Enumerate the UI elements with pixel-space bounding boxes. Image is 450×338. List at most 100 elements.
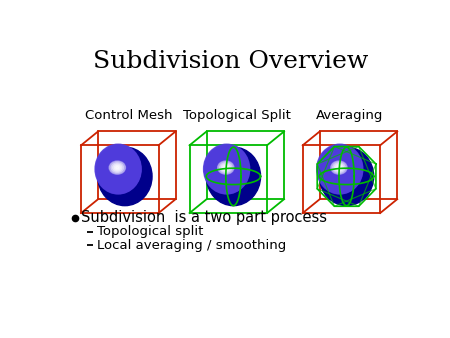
Ellipse shape [111, 162, 124, 173]
Ellipse shape [341, 170, 350, 180]
Ellipse shape [328, 156, 357, 187]
Ellipse shape [108, 158, 134, 187]
Text: Control Mesh: Control Mesh [85, 109, 172, 122]
Ellipse shape [114, 165, 121, 170]
Ellipse shape [117, 168, 130, 181]
Ellipse shape [204, 145, 249, 194]
Ellipse shape [224, 166, 227, 169]
Ellipse shape [229, 172, 236, 179]
Ellipse shape [327, 155, 357, 188]
Ellipse shape [215, 156, 243, 187]
Ellipse shape [226, 168, 238, 181]
Ellipse shape [337, 166, 352, 182]
Ellipse shape [121, 172, 127, 178]
Ellipse shape [212, 154, 245, 189]
Ellipse shape [331, 161, 347, 174]
Ellipse shape [111, 161, 133, 185]
Text: Subdivision  is a two part process: Subdivision is a two part process [81, 210, 327, 225]
Ellipse shape [228, 171, 236, 179]
Ellipse shape [97, 147, 140, 193]
Ellipse shape [336, 165, 342, 170]
Ellipse shape [343, 172, 349, 178]
Ellipse shape [104, 154, 136, 189]
Ellipse shape [108, 159, 134, 186]
Ellipse shape [332, 160, 355, 185]
Ellipse shape [203, 144, 250, 194]
Ellipse shape [120, 171, 128, 179]
Ellipse shape [222, 164, 239, 183]
Ellipse shape [105, 155, 136, 188]
Ellipse shape [205, 146, 249, 193]
Ellipse shape [95, 144, 141, 194]
Ellipse shape [98, 147, 140, 192]
Ellipse shape [99, 148, 139, 192]
Ellipse shape [330, 159, 356, 186]
Ellipse shape [340, 169, 350, 180]
Ellipse shape [338, 167, 351, 182]
Ellipse shape [102, 151, 138, 190]
Ellipse shape [338, 168, 351, 181]
Ellipse shape [335, 164, 353, 184]
Ellipse shape [333, 162, 354, 184]
Ellipse shape [326, 155, 358, 188]
Ellipse shape [110, 160, 133, 185]
Ellipse shape [232, 175, 234, 177]
Ellipse shape [318, 146, 362, 193]
Text: Averaging: Averaging [316, 109, 384, 122]
Ellipse shape [106, 156, 135, 187]
Ellipse shape [230, 172, 235, 178]
Ellipse shape [227, 169, 237, 180]
Ellipse shape [112, 162, 132, 184]
Ellipse shape [331, 160, 355, 186]
Ellipse shape [109, 161, 126, 174]
Ellipse shape [104, 153, 137, 189]
Ellipse shape [334, 164, 344, 172]
Ellipse shape [97, 146, 140, 193]
Ellipse shape [121, 172, 127, 179]
Ellipse shape [218, 161, 234, 174]
Ellipse shape [320, 148, 361, 192]
Ellipse shape [112, 163, 132, 184]
Ellipse shape [320, 147, 361, 192]
Ellipse shape [334, 163, 354, 184]
Ellipse shape [208, 149, 247, 191]
Ellipse shape [216, 157, 243, 187]
Ellipse shape [210, 151, 247, 190]
Ellipse shape [333, 161, 354, 185]
Ellipse shape [101, 151, 138, 190]
Ellipse shape [342, 172, 349, 179]
Ellipse shape [211, 152, 246, 190]
Ellipse shape [342, 171, 349, 179]
Ellipse shape [325, 153, 358, 189]
Ellipse shape [212, 153, 245, 189]
Ellipse shape [335, 164, 353, 183]
Ellipse shape [223, 165, 229, 170]
Ellipse shape [109, 160, 134, 186]
Ellipse shape [333, 162, 346, 173]
Ellipse shape [230, 173, 235, 178]
Ellipse shape [233, 175, 234, 177]
Ellipse shape [216, 158, 243, 187]
Ellipse shape [115, 166, 130, 182]
Ellipse shape [119, 170, 128, 180]
Ellipse shape [221, 163, 240, 184]
Ellipse shape [344, 174, 348, 178]
Ellipse shape [322, 150, 360, 191]
Ellipse shape [231, 174, 234, 178]
Ellipse shape [96, 145, 141, 194]
Text: Local averaging / smoothing: Local averaging / smoothing [97, 239, 286, 252]
Text: Topological Split: Topological Split [183, 109, 291, 122]
Ellipse shape [206, 147, 261, 206]
Ellipse shape [116, 167, 130, 182]
Ellipse shape [207, 147, 248, 192]
Ellipse shape [218, 160, 242, 186]
Ellipse shape [225, 168, 238, 181]
Ellipse shape [219, 160, 242, 185]
Ellipse shape [326, 154, 358, 189]
Ellipse shape [117, 168, 129, 181]
Ellipse shape [123, 175, 126, 177]
Text: Subdivision Overview: Subdivision Overview [93, 50, 368, 73]
Ellipse shape [338, 166, 341, 169]
Ellipse shape [220, 162, 241, 184]
Ellipse shape [99, 149, 139, 191]
